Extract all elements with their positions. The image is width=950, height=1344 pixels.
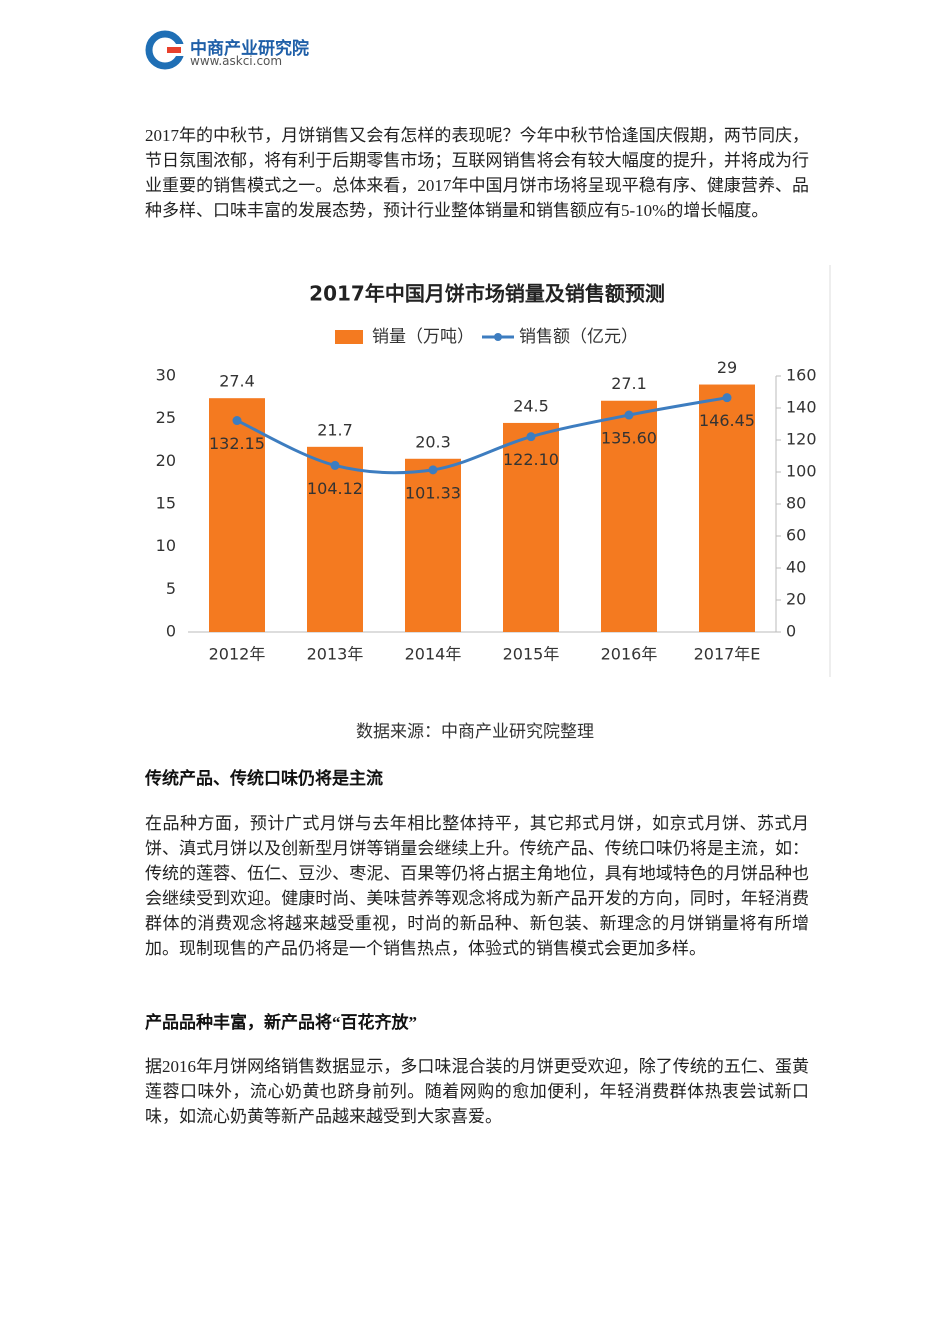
y-tick-label: 10 [156,536,176,555]
legend-swatch [335,330,363,344]
y2-tick-label: 160 [786,366,817,385]
heading: 传统产品、传统口味仍将是主流 [145,769,383,788]
y2-tick-label: 100 [786,462,817,481]
x-tick-label: 2013年 [307,645,364,664]
x-tick-label: 2016年 [601,645,658,664]
bar-value-label: 24.5 [513,396,549,415]
x-tick-label: 2012年 [209,645,266,664]
line-point [428,465,438,475]
legend-dot [494,333,502,341]
line-value-label: 135.60 [601,429,657,448]
bar-value-label: 27.4 [219,372,255,391]
bar-value-label: 29 [717,358,737,377]
y-tick-label: 25 [156,408,176,427]
bar-value-label: 27.1 [611,374,647,393]
y2-tick-label: 60 [786,526,806,545]
x-tick-label: 2014年 [405,645,462,664]
x-tick-label: 2015年 [503,645,560,664]
line-value-label: 104.12 [307,479,363,498]
bar [503,422,559,632]
chart-title: 2017年中国月饼市场销量及销售额预测 [309,282,665,306]
y-tick-label: 0 [166,622,176,641]
bar [699,384,755,632]
caption: 数据来源：中商产业研究院整理 [356,722,594,741]
logo-url: www.askci.com [190,54,283,68]
logo-name: 中商产业研究院 [190,39,309,59]
line-point [232,416,242,426]
paragraph: 2017年的中秋节，月饼销售又会有怎样的表现呢？今年中秋节恰逢国庆假期，两节同庆… [145,126,809,220]
bar [405,458,461,632]
bar-value-label: 20.3 [415,432,451,451]
logo-icon [145,30,185,70]
legend-label: 销售额（亿元） [519,327,638,347]
line-value-label: 132.15 [209,434,265,453]
chart: 2017年中国月饼市场销量及销售额预测 0 5 10 15 20 25 30 0 20 40 60 8… [156,265,831,677]
y-tick-label: 30 [156,366,176,385]
y2-tick-label: 80 [786,494,806,513]
y-tick-label: 15 [156,494,176,513]
paragraph: 在品种方面，预计广式月饼与去年相比整体持平，其它邦式月饼，如京式月饼、苏式月饼、… [145,814,809,958]
legend-label: 销量（万吨） [372,327,474,347]
bar [307,446,363,632]
line-value-label: 122.10 [503,450,559,469]
heading: 产品品种丰富，新产品将“百花齐放” [145,1013,417,1032]
line-point [330,460,340,470]
y2-tick-label: 20 [786,590,806,609]
bar [209,398,265,632]
bar-value-label: 21.7 [317,420,353,439]
y2-tick-label: 140 [786,398,817,417]
y2-tick-label: 40 [786,558,806,577]
line-value-label: 101.33 [405,483,461,502]
y-tick-label: 5 [166,579,176,598]
line-point [722,393,732,403]
line-value-label: 146.45 [699,411,755,430]
y2-tick-label: 120 [786,430,817,449]
line [236,396,728,475]
y-tick-label: 20 [156,451,176,470]
y2-tick-label: 0 [786,622,796,641]
line-point [526,432,536,442]
x-tick-label: 2017年E [694,645,761,664]
line-point [624,410,634,420]
paragraph: 据2016年月饼网络销售数据显示，多口味混合装的月饼更受欢迎，除了传统的五仁、蛋… [145,1057,809,1126]
bar [601,400,657,632]
